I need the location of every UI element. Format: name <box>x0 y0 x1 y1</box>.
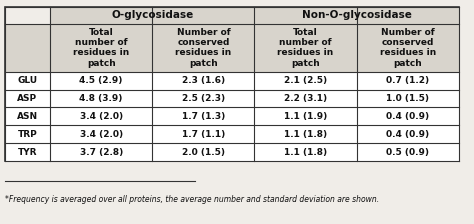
Text: 3.4 (2.0): 3.4 (2.0) <box>80 130 123 139</box>
Text: 1.0 (1.5): 1.0 (1.5) <box>386 94 429 103</box>
Text: Non-O-glycosidase: Non-O-glycosidase <box>302 10 411 20</box>
Text: 1.1 (1.8): 1.1 (1.8) <box>284 148 327 157</box>
Text: 4.5 (2.9): 4.5 (2.9) <box>80 76 123 85</box>
Text: 0.4 (0.9): 0.4 (0.9) <box>386 112 429 121</box>
Text: TRP: TRP <box>18 130 37 139</box>
Text: 1.1 (1.8): 1.1 (1.8) <box>284 130 327 139</box>
Text: 0.5 (0.9): 0.5 (0.9) <box>386 148 429 157</box>
Bar <box>255 7 459 24</box>
Text: Number of
conserved
residues in
patch: Number of conserved residues in patch <box>175 28 231 68</box>
Bar <box>5 143 459 161</box>
Text: Total
number of
residues in
patch: Total number of residues in patch <box>277 28 334 68</box>
Text: 0.7 (1.2): 0.7 (1.2) <box>386 76 429 85</box>
Text: 4.8 (3.9): 4.8 (3.9) <box>80 94 123 103</box>
Text: 2.2 (3.1): 2.2 (3.1) <box>284 94 327 103</box>
Text: 3.4 (2.0): 3.4 (2.0) <box>80 112 123 121</box>
Text: 1.1 (1.9): 1.1 (1.9) <box>284 112 327 121</box>
Bar <box>5 72 459 90</box>
Bar <box>5 108 459 125</box>
Text: 0.4 (0.9): 0.4 (0.9) <box>386 130 429 139</box>
Text: 2.3 (1.6): 2.3 (1.6) <box>182 76 225 85</box>
Text: Number of
conserved
residues in
patch: Number of conserved residues in patch <box>380 28 436 68</box>
Text: ASN: ASN <box>17 112 38 121</box>
Text: 1.7 (1.1): 1.7 (1.1) <box>182 130 225 139</box>
Text: ASP: ASP <box>17 94 37 103</box>
Text: TYR: TYR <box>18 148 37 157</box>
Bar <box>50 7 255 24</box>
Text: 2.0 (1.5): 2.0 (1.5) <box>182 148 225 157</box>
Text: O-glycosidase: O-glycosidase <box>111 10 193 20</box>
Text: GLU: GLU <box>17 76 37 85</box>
Text: 3.7 (2.8): 3.7 (2.8) <box>80 148 123 157</box>
Text: 1.7 (1.3): 1.7 (1.3) <box>182 112 225 121</box>
Text: *Frequency is averaged over all proteins, the average number and standard deviat: *Frequency is averaged over all proteins… <box>5 195 379 204</box>
Text: 2.5 (2.3): 2.5 (2.3) <box>182 94 225 103</box>
Text: 2.1 (2.5): 2.1 (2.5) <box>284 76 327 85</box>
Text: Total
number of
residues in
patch: Total number of residues in patch <box>73 28 129 68</box>
Bar <box>5 125 459 143</box>
Bar <box>5 90 459 108</box>
